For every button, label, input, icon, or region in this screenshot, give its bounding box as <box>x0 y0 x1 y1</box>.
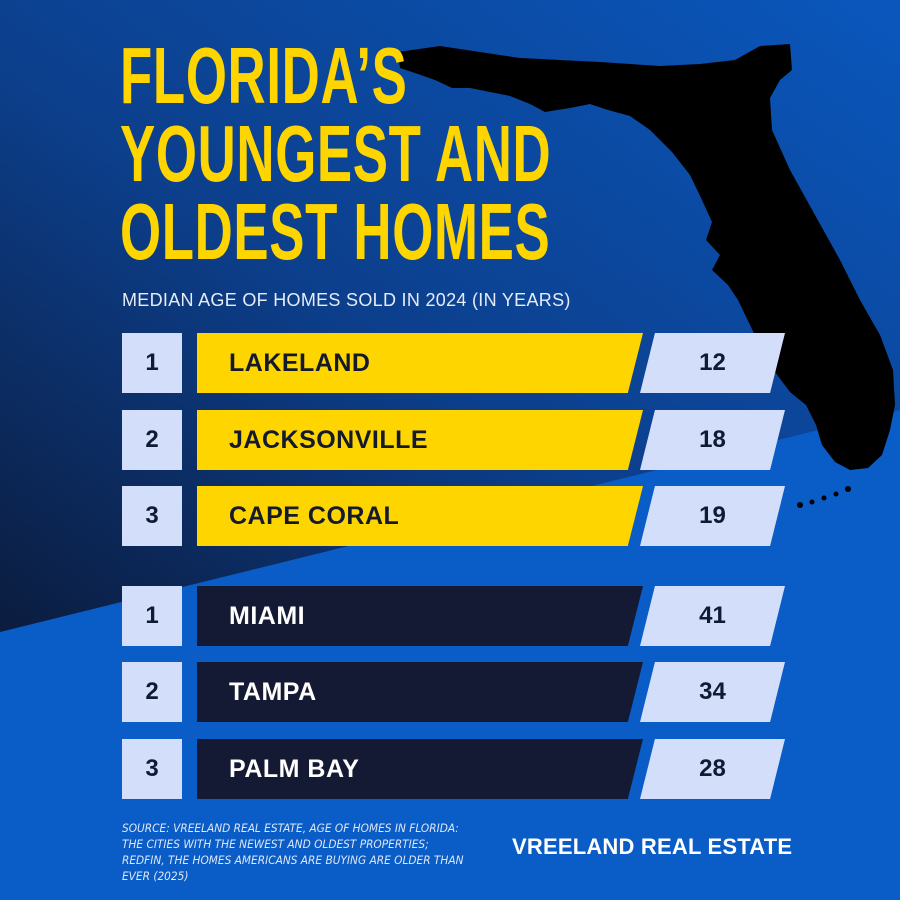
city-name: CAPE CORAL <box>197 486 643 546</box>
city-name: LAKELAND <box>197 333 643 393</box>
youngest-row: 1 LAKELAND 12 <box>122 333 792 393</box>
rank-badge: 1 <box>122 586 182 646</box>
median-age-value: 18 <box>640 410 785 470</box>
oldest-row: 3 PALM BAY 28 <box>122 739 792 799</box>
source-note: SOURCE: VREELAND REAL ESTATE, AGE OF HOM… <box>122 821 464 883</box>
title-line-3: OLDEST HOMES <box>120 187 551 276</box>
title-line-2: YOUNGEST AND <box>120 109 552 198</box>
median-age-value: 12 <box>640 333 785 393</box>
rank-badge: 1 <box>122 333 182 393</box>
youngest-row: 2 JACKSONVILLE 18 <box>122 410 792 470</box>
rank-badge: 2 <box>122 662 182 722</box>
median-age-value: 19 <box>640 486 785 546</box>
city-name: MIAMI <box>197 586 643 646</box>
rank-badge: 2 <box>122 410 182 470</box>
city-name: JACKSONVILLE <box>197 410 643 470</box>
city-name: PALM BAY <box>197 739 643 799</box>
rank-badge: 3 <box>122 739 182 799</box>
rank-badge: 3 <box>122 486 182 546</box>
median-age-value: 34 <box>640 662 785 722</box>
brand-name: VREELAND REAL ESTATE <box>512 834 793 859</box>
median-age-value: 41 <box>640 586 785 646</box>
oldest-row: 2 TAMPA 34 <box>122 662 792 722</box>
city-name: TAMPA <box>197 662 643 722</box>
subtitle: MEDIAN AGE OF HOMES SOLD IN 2024 (IN YEA… <box>122 290 571 310</box>
oldest-row: 1 MIAMI 41 <box>122 586 792 646</box>
youngest-row: 3 CAPE CORAL 19 <box>122 486 792 546</box>
median-age-value: 28 <box>640 739 785 799</box>
title-line-1: FLORIDA’S <box>120 31 408 120</box>
